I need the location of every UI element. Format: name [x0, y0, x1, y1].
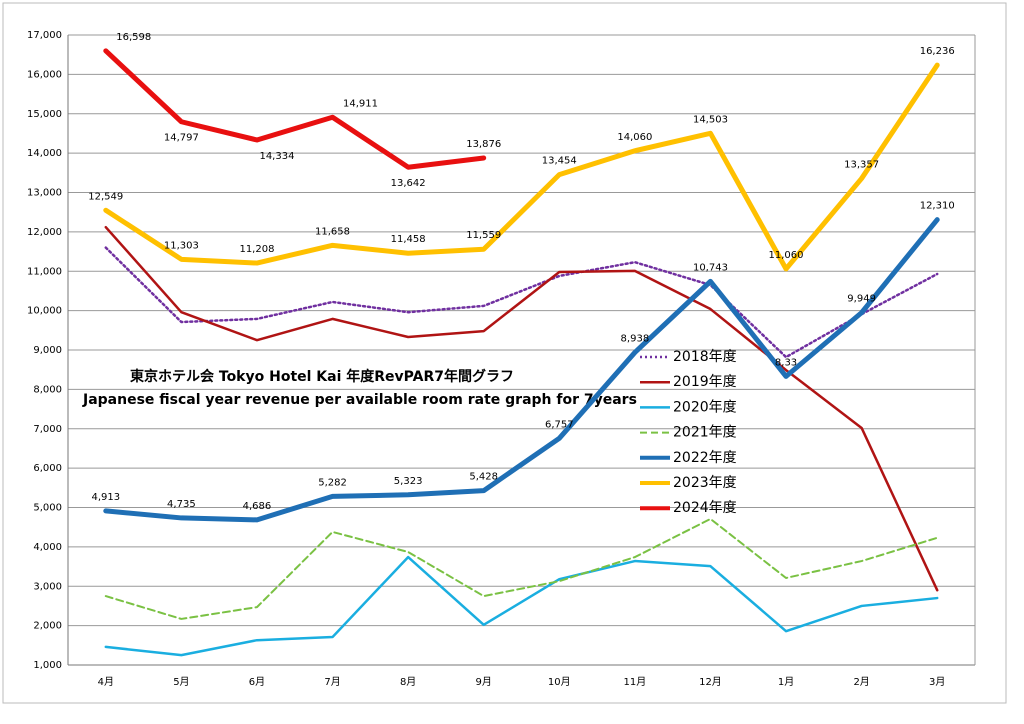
value-label: 5,428 — [469, 472, 498, 483]
chart-subtitle: Japanese fiscal year revenue per availab… — [82, 392, 637, 408]
series-line — [103, 217, 940, 523]
chart-title: 東京ホテル会 Tokyo Hotel Kai 年度RevPAR7年間グラフ — [130, 368, 514, 385]
value-label: 14,503 — [693, 114, 728, 125]
y-tick-label: 4,000 — [33, 542, 62, 553]
value-label: 11,559 — [466, 230, 501, 241]
y-tick-label: 3,000 — [33, 581, 62, 592]
value-label: 11,208 — [239, 244, 274, 255]
y-tick-label: 1,000 — [33, 660, 62, 671]
y-tick-label: 13,000 — [27, 188, 62, 199]
x-tick-label: 2月 — [853, 676, 869, 688]
series-line — [104, 517, 939, 620]
value-label: 5,282 — [318, 477, 347, 488]
value-label: 13,642 — [391, 178, 426, 189]
x-tick-label: 3月 — [929, 676, 945, 688]
y-tick-label: 16,000 — [27, 69, 62, 80]
y-tick-label: 2,000 — [33, 621, 62, 632]
y-tick-label: 8,000 — [33, 384, 62, 395]
value-label: 12,310 — [920, 201, 955, 212]
value-label: 16,598 — [116, 32, 151, 43]
y-tick-label: 12,000 — [27, 227, 62, 238]
value-label: 11,458 — [391, 234, 426, 245]
legend-label: 2022年度 — [673, 450, 737, 466]
series-line — [103, 62, 940, 272]
value-label: 11,658 — [315, 226, 350, 237]
value-label: 11,060 — [769, 250, 804, 261]
frame — [2, 2, 1007, 704]
value-label: 4,735 — [167, 499, 196, 510]
y-tick-label: 7,000 — [33, 424, 62, 435]
x-tick-label: 1月 — [778, 676, 794, 688]
value-label: 14,060 — [617, 132, 652, 143]
series-line — [104, 225, 939, 592]
x-tick-label: 8月 — [400, 676, 416, 688]
y-tick-label: 17,000 — [27, 30, 62, 41]
value-label: 8,938 — [621, 333, 650, 344]
y-tick-label: 5,000 — [33, 503, 62, 514]
value-label: 13,876 — [466, 139, 501, 150]
value-label: 4,913 — [91, 492, 120, 503]
value-label: 9,949 — [847, 294, 876, 305]
value-label: 4,686 — [243, 501, 272, 512]
value-label: 14,797 — [164, 133, 199, 144]
y-tick-label: 10,000 — [27, 306, 62, 317]
y-tick-label: 14,000 — [27, 148, 62, 159]
value-label: 14,334 — [259, 151, 294, 162]
series-line — [104, 555, 939, 657]
value-label: 13,454 — [542, 156, 577, 167]
y-tick-label: 15,000 — [27, 109, 62, 120]
value-label: 10,743 — [693, 262, 728, 273]
y-tick-label: 6,000 — [33, 463, 62, 474]
series-line — [104, 246, 939, 359]
value-label: 6,757 — [545, 419, 574, 430]
x-tick-label: 7月 — [324, 676, 340, 688]
x-tick-label: 12月 — [699, 676, 722, 688]
x-tick-label: 6月 — [249, 676, 265, 688]
y-tick-label: 11,000 — [27, 266, 62, 277]
x-tick-label: 4月 — [98, 676, 114, 688]
legend-label: 2021年度 — [673, 425, 737, 441]
legend-label: 2020年度 — [673, 399, 737, 415]
x-tick-label: 11月 — [624, 676, 647, 688]
value-label: 13,357 — [844, 159, 879, 170]
value-label: 14,911 — [343, 98, 378, 109]
value-label: 16,236 — [920, 46, 955, 57]
x-tick-label: 5月 — [173, 676, 189, 688]
series-line — [103, 48, 487, 170]
value-label: 5,323 — [394, 476, 423, 487]
legend-label: 2023年度 — [673, 475, 737, 491]
y-tick-label: 9,000 — [33, 345, 62, 356]
legend-label: 2024年度 — [673, 500, 737, 516]
value-label: 8,33 — [775, 357, 797, 368]
x-tick-label: 10月 — [548, 676, 571, 688]
legend-label: 2019年度 — [673, 374, 737, 390]
value-label: 11,303 — [164, 240, 199, 251]
x-tick-label: 9月 — [476, 676, 492, 688]
value-label: 12,549 — [88, 191, 123, 202]
legend-label: 2018年度 — [673, 349, 737, 365]
